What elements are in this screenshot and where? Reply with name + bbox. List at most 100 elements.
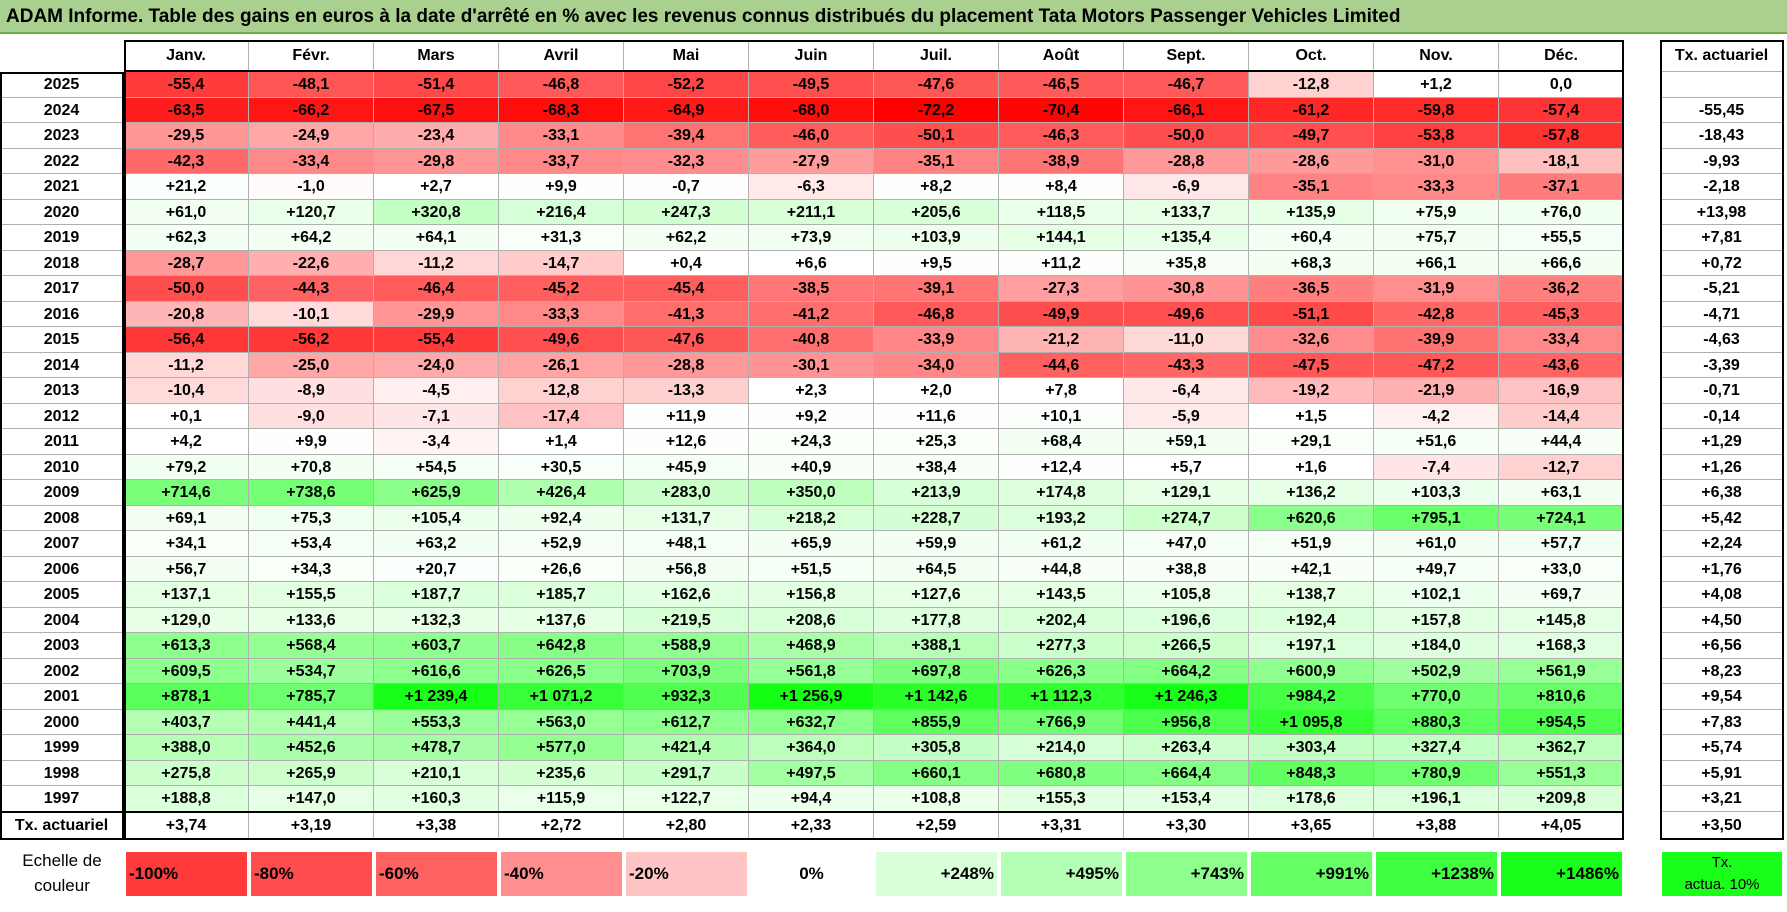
heatmap-cell: +770,0 bbox=[1374, 684, 1499, 710]
heatmap-cell: -28,6 bbox=[1249, 148, 1374, 174]
heatmap-cell: -57,8 bbox=[1499, 123, 1624, 149]
heatmap-cell: -29,9 bbox=[374, 301, 499, 327]
heatmap-cell: -30,8 bbox=[1124, 276, 1249, 302]
heatmap-cell: +274,7 bbox=[1124, 505, 1249, 531]
heatmap-cell: -11,2 bbox=[374, 250, 499, 276]
row-rate-cell: +7,81 bbox=[1660, 225, 1784, 251]
month-header: Janv. bbox=[124, 40, 249, 72]
heatmap-cell: -67,5 bbox=[374, 97, 499, 123]
year-label: 2011 bbox=[0, 429, 124, 455]
heatmap-cell: +613,3 bbox=[124, 633, 249, 659]
heatmap-cell: +452,6 bbox=[249, 735, 374, 761]
heatmap-cell: +94,4 bbox=[749, 786, 874, 812]
year-label: 2019 bbox=[0, 225, 124, 251]
heatmap-cell: +160,3 bbox=[374, 786, 499, 812]
heatmap-cell: -40,8 bbox=[749, 327, 874, 353]
heatmap-cell: +33,0 bbox=[1499, 556, 1624, 582]
heatmap-cell: +42,1 bbox=[1249, 556, 1374, 582]
heatmap-cell: -61,2 bbox=[1249, 97, 1374, 123]
heatmap-cell: -7,1 bbox=[374, 403, 499, 429]
heatmap-cell: +48,1 bbox=[624, 531, 749, 557]
heatmap-cell: -49,6 bbox=[499, 327, 624, 353]
heatmap-cell: +211,1 bbox=[749, 199, 874, 225]
heatmap-cell: +70,8 bbox=[249, 454, 374, 480]
heatmap-cell: -50,1 bbox=[874, 123, 999, 149]
heatmap-cell: +192,4 bbox=[1249, 607, 1374, 633]
heatmap-cell: -1,0 bbox=[249, 174, 374, 200]
month-header: Mars bbox=[374, 40, 499, 72]
heatmap-cell: -33,4 bbox=[1499, 327, 1624, 353]
heatmap-cell: +1,4 bbox=[499, 429, 624, 455]
heatmap-cell: +64,1 bbox=[374, 225, 499, 251]
heatmap-cell: +174,8 bbox=[999, 480, 1124, 506]
row-rate-cell: +5,42 bbox=[1660, 505, 1784, 531]
heatmap-cell: +878,1 bbox=[124, 684, 249, 710]
legend-label-line: couleur bbox=[34, 876, 90, 895]
heatmap-cell: +144,1 bbox=[999, 225, 1124, 251]
heatmap-cell: +551,3 bbox=[1499, 760, 1624, 786]
heatmap-cell: +187,7 bbox=[374, 582, 499, 608]
heatmap-cell: -46,8 bbox=[499, 72, 624, 98]
footer-rate-cell: +3,88 bbox=[1374, 811, 1499, 840]
heatmap-cell: -33,7 bbox=[499, 148, 624, 174]
heatmap-cell: +810,6 bbox=[1499, 684, 1624, 710]
heatmap-cell: +664,4 bbox=[1124, 760, 1249, 786]
heatmap-cell: +51,6 bbox=[1374, 429, 1499, 455]
heatmap-cell: +1 095,8 bbox=[1249, 709, 1374, 735]
row-rate-cell: +1,26 bbox=[1660, 454, 1784, 480]
heatmap-cell: -63,5 bbox=[124, 97, 249, 123]
heatmap-cell: +561,8 bbox=[749, 658, 874, 684]
heatmap-cell: +350,0 bbox=[749, 480, 874, 506]
heatmap-cell: +153,4 bbox=[1124, 786, 1249, 812]
heatmap-cell: +105,4 bbox=[374, 505, 499, 531]
heatmap-cell: +1,5 bbox=[1249, 403, 1374, 429]
heatmap-cell: -17,4 bbox=[499, 403, 624, 429]
year-label: 2006 bbox=[0, 556, 124, 582]
year-label: 2023 bbox=[0, 123, 124, 149]
heatmap-cell: +7,8 bbox=[999, 378, 1124, 404]
year-label: 2010 bbox=[0, 454, 124, 480]
heatmap-cell: +132,3 bbox=[374, 607, 499, 633]
legend-swatch: -40% bbox=[501, 852, 622, 896]
heatmap-cell: +155,3 bbox=[999, 786, 1124, 812]
heatmap-cell: +5,7 bbox=[1124, 454, 1249, 480]
row-rate-cell: -2,18 bbox=[1660, 174, 1784, 200]
heatmap-cell: +277,3 bbox=[999, 633, 1124, 659]
heatmap-cell: +147,0 bbox=[249, 786, 374, 812]
heatmap-cell: +625,9 bbox=[374, 480, 499, 506]
heatmap-cell: +932,3 bbox=[624, 684, 749, 710]
heatmap-cell: +55,5 bbox=[1499, 225, 1624, 251]
heatmap-cell: -47,6 bbox=[874, 72, 999, 98]
year-label: 2003 bbox=[0, 633, 124, 659]
heatmap-cell: -45,2 bbox=[499, 276, 624, 302]
heatmap-cell: -7,4 bbox=[1374, 454, 1499, 480]
heatmap-cell: +52,9 bbox=[499, 531, 624, 557]
row-rate-cell: -0,14 bbox=[1660, 403, 1784, 429]
heatmap-cell: +984,2 bbox=[1249, 684, 1374, 710]
heatmap-cell: -45,3 bbox=[1499, 301, 1624, 327]
heatmap-cell: +185,7 bbox=[499, 582, 624, 608]
heatmap-cell: +561,9 bbox=[1499, 658, 1624, 684]
row-rate-cell: +1,76 bbox=[1660, 556, 1784, 582]
heatmap-cell: +60,4 bbox=[1249, 225, 1374, 251]
month-header: Déc. bbox=[1499, 40, 1624, 72]
row-rate-cell: +13,98 bbox=[1660, 199, 1784, 225]
heatmap-cell: +38,8 bbox=[1124, 556, 1249, 582]
heatmap-cell: -45,4 bbox=[624, 276, 749, 302]
row-rate-cell: +4,08 bbox=[1660, 582, 1784, 608]
heatmap-cell: -33,3 bbox=[499, 301, 624, 327]
heatmap-cell: +954,5 bbox=[1499, 709, 1624, 735]
heatmap-cell: -28,7 bbox=[124, 250, 249, 276]
heatmap-cell: +11,6 bbox=[874, 403, 999, 429]
heatmap-cell: +228,7 bbox=[874, 505, 999, 531]
heatmap-cell: -43,6 bbox=[1499, 352, 1624, 378]
heatmap-cell: +35,8 bbox=[1124, 250, 1249, 276]
heatmap-cell: +9,5 bbox=[874, 250, 999, 276]
heatmap-cell: -31,9 bbox=[1374, 276, 1499, 302]
heatmap-cell: +44,4 bbox=[1499, 429, 1624, 455]
heatmap-cell: -11,0 bbox=[1124, 327, 1249, 353]
heatmap-cell: +848,3 bbox=[1249, 760, 1374, 786]
heatmap-cell: +63,1 bbox=[1499, 480, 1624, 506]
year-label: 2017 bbox=[0, 276, 124, 302]
heatmap-cell: +20,7 bbox=[374, 556, 499, 582]
